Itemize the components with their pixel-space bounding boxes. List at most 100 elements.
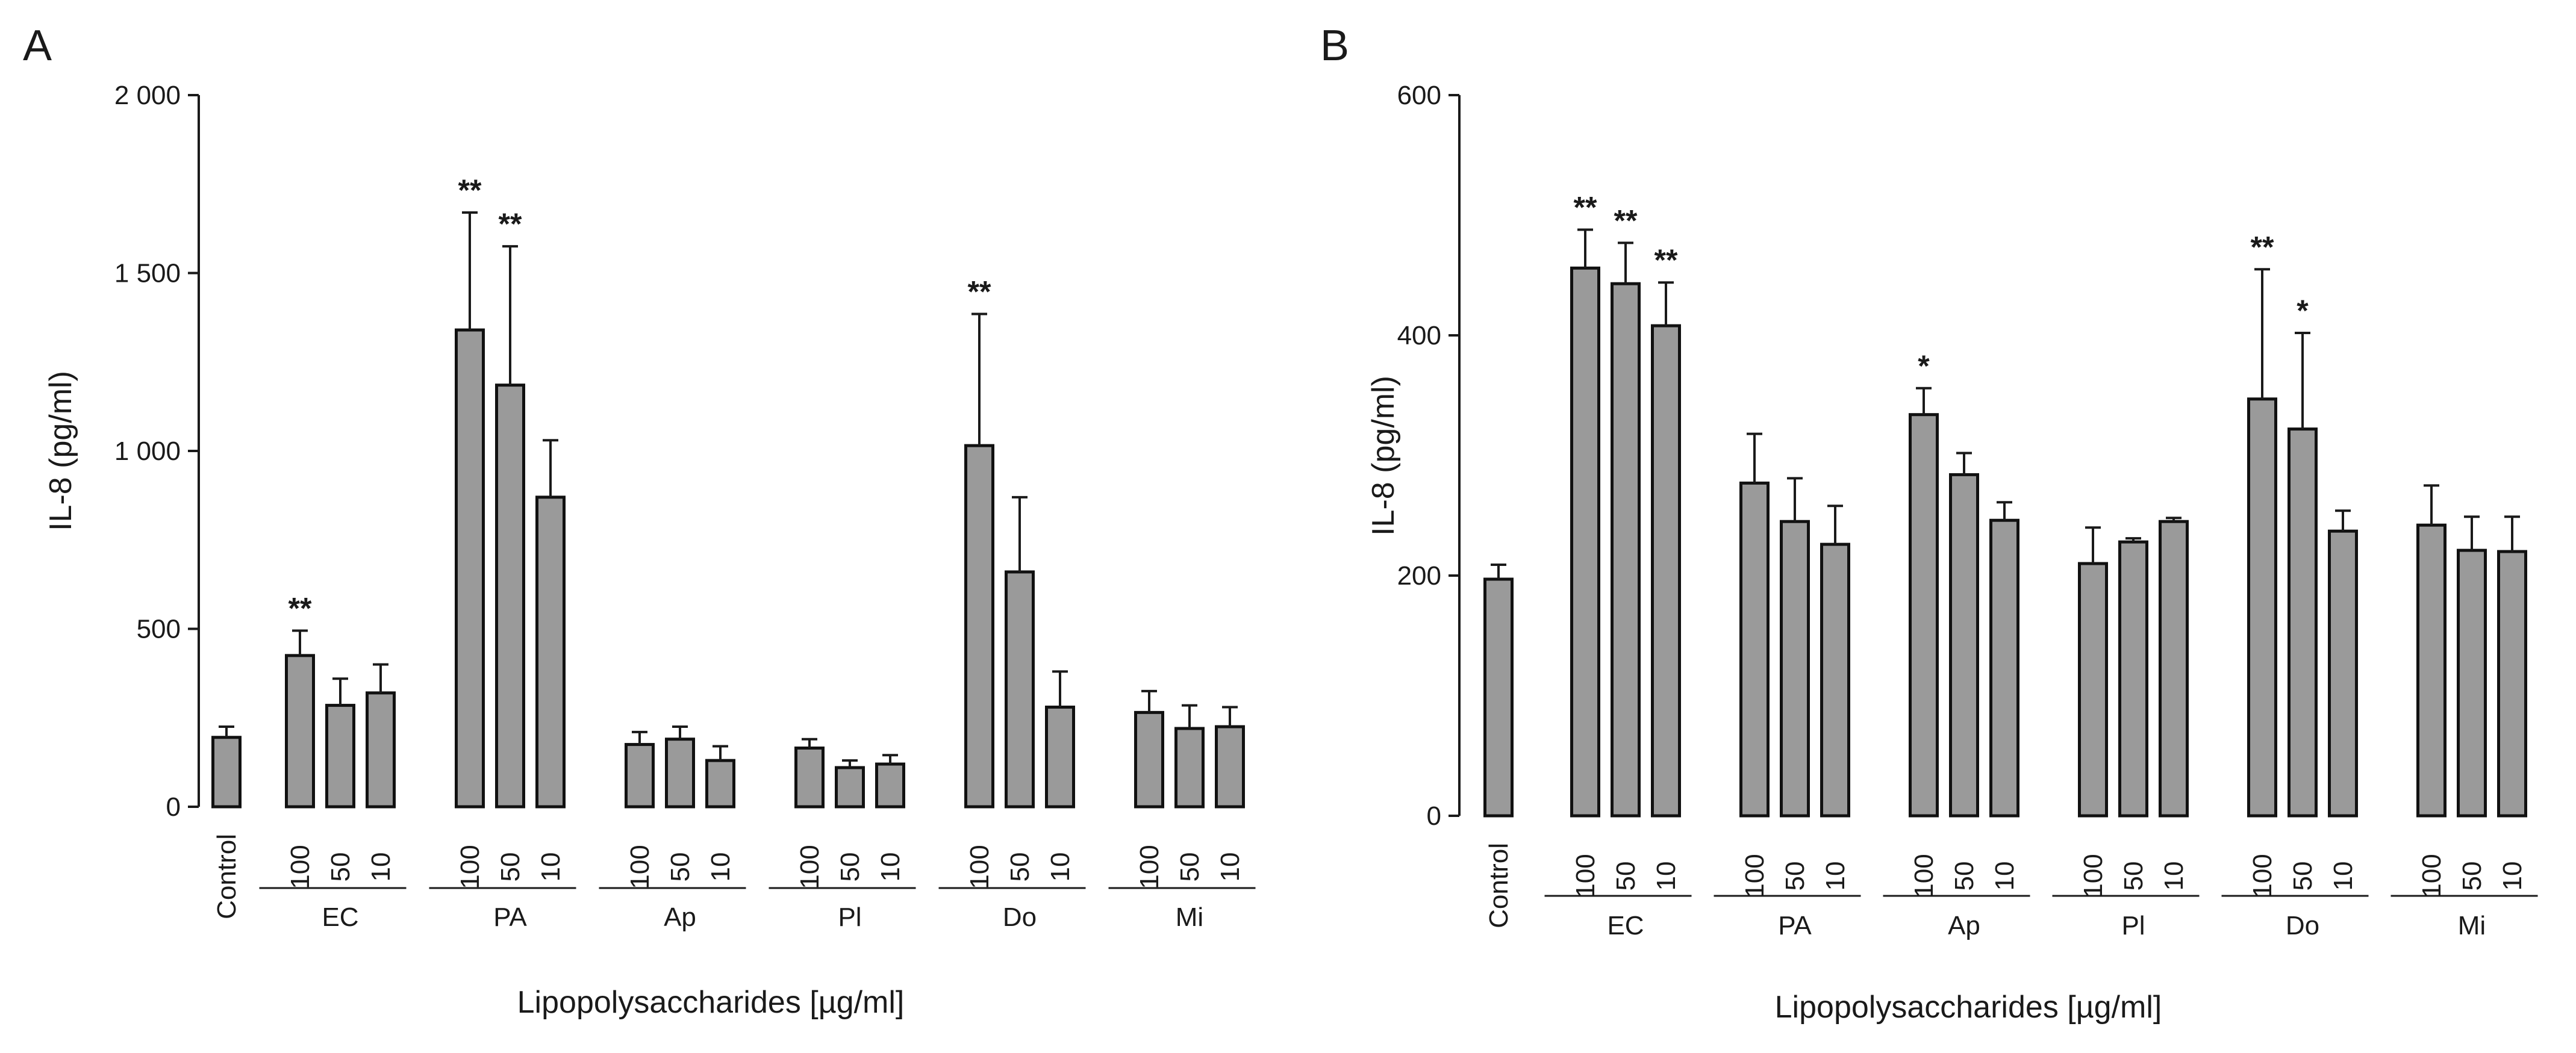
- group-ec-bar: [1651, 324, 1681, 818]
- dose-label: 100: [2079, 854, 2108, 898]
- dose-label: 10: [536, 853, 566, 882]
- significance-marker: **: [1654, 243, 1678, 277]
- group-label: EC: [1607, 911, 1644, 940]
- dose-label: 10: [2498, 862, 2527, 891]
- group-label: Do: [1003, 902, 1037, 932]
- group-pa-bar: [1820, 542, 1850, 818]
- dose-label: 10: [1821, 862, 1850, 891]
- control-label: Control: [1484, 843, 1514, 928]
- chart-a: 0 500 1 000 1 500 2 000 IL-8 (pg/ml) Lipopolys…: [43, 81, 1256, 1020]
- group-label: PA: [1778, 911, 1812, 940]
- y-tick-label: 0: [166, 792, 181, 822]
- group-ap-bar: [705, 759, 735, 809]
- dose-label: 50: [1780, 862, 1810, 891]
- panel-a-letter: A: [23, 22, 52, 70]
- dose-label: 50: [1005, 853, 1035, 882]
- group-pl-bar: [835, 766, 865, 809]
- dose-label: 50: [2288, 862, 2318, 891]
- y-axis-label: IL-8 (pg/ml): [1366, 376, 1401, 536]
- group-label: Ap: [664, 902, 696, 932]
- dose-label: 100: [2248, 854, 2277, 898]
- group-ec-bar: [1611, 282, 1641, 818]
- group-mi-bar: [1134, 710, 1164, 809]
- group-pl-bar: [2159, 520, 2189, 818]
- group-label: Do: [2286, 911, 2319, 940]
- dose-label: 100: [2417, 854, 2447, 898]
- y-tick-label: 400: [1397, 321, 1441, 350]
- y-tick-label: 200: [1397, 561, 1441, 591]
- group-ap-bar: [1909, 413, 1939, 818]
- dose-label: 10: [2159, 862, 2189, 891]
- group-pa-bar: [1780, 520, 1810, 818]
- dose-label: 10: [366, 853, 396, 882]
- group-label: PA: [493, 902, 527, 932]
- significance-marker: **: [288, 591, 312, 625]
- x-axis-label: Lipopolysaccharides [µg/ml]: [517, 985, 905, 1020]
- y-tick-label: 500: [137, 615, 181, 644]
- y-tick-label: 600: [1397, 81, 1441, 110]
- group-ap-bar: [665, 738, 695, 809]
- dose-label: 50: [1611, 862, 1641, 891]
- dose-label: 50: [1175, 853, 1205, 882]
- dose-label: 50: [2457, 862, 2487, 891]
- group-pl-bar: [2078, 562, 2108, 818]
- group-mi-bar: [2416, 523, 2447, 818]
- dose-label: 10: [1046, 853, 1075, 882]
- group-pl-bar: [875, 762, 905, 809]
- dose-label: 10: [876, 853, 905, 882]
- dose-label: 100: [1571, 854, 1600, 898]
- group-label: Mi: [1176, 902, 1203, 932]
- dose-label: 50: [835, 853, 865, 882]
- group-ec-bar: [366, 691, 396, 809]
- dose-label: 50: [496, 853, 525, 882]
- y-tick-label: 2 000: [114, 81, 181, 110]
- group-ap-bar: [1989, 518, 2019, 818]
- dose-label: 100: [1740, 854, 1770, 898]
- group-ec-bar: [1570, 266, 1600, 818]
- dose-label: 10: [2328, 862, 2358, 891]
- group-label: EC: [322, 902, 358, 932]
- group-ec-bar: [325, 704, 355, 809]
- chart-b: 0 200 400 600 IL-8 (pg/ml) Lipopolysaccharide…: [1366, 81, 2538, 1025]
- dose-label: 100: [625, 845, 655, 889]
- group-label: Ap: [1948, 911, 1980, 940]
- group-pa-bar: [535, 495, 566, 809]
- dose-label: 100: [455, 845, 485, 889]
- dose-label: 100: [795, 845, 825, 889]
- group-mi-bar: [2497, 550, 2527, 818]
- dose-label: 100: [1135, 845, 1164, 889]
- group-label: Mi: [2458, 911, 2486, 940]
- dose-label: 100: [965, 845, 994, 889]
- y-tick-label: 0: [1427, 801, 1441, 831]
- group-pa-bar: [455, 328, 485, 809]
- panel-b-letter: B: [1320, 22, 1349, 70]
- group-do-bar: [964, 444, 994, 809]
- dose-label: 50: [666, 853, 695, 882]
- significance-marker: **: [1574, 190, 1597, 224]
- control-label: Control: [212, 834, 242, 919]
- group-ap-bar: [625, 743, 655, 809]
- dose-label: 10: [1990, 862, 2019, 891]
- control-bar: [211, 736, 242, 809]
- group-do-bar: [2247, 397, 2277, 818]
- y-axis-label: IL-8 (pg/ml): [43, 371, 78, 531]
- x-axis-label: Lipopolysaccharides [µg/ml]: [1775, 990, 2162, 1025]
- group-pa-bar: [1739, 481, 1770, 818]
- group-pl-bar: [2118, 540, 2148, 818]
- dose-label: 50: [1950, 862, 1979, 891]
- group-pa-bar: [495, 384, 525, 809]
- dose-label: 50: [326, 853, 355, 882]
- significance-marker: **: [968, 275, 991, 308]
- significance-marker: **: [1614, 203, 1638, 237]
- dose-label: 100: [1909, 854, 1939, 898]
- group-ap-bar: [1949, 473, 1979, 818]
- y-tick-label: 1 000: [114, 436, 181, 466]
- group-do-bar: [2328, 529, 2358, 818]
- group-mi-bar: [2457, 548, 2487, 818]
- group-do-bar: [1045, 706, 1075, 809]
- group-mi-bar: [1174, 727, 1205, 809]
- group-do-bar: [2288, 427, 2318, 818]
- group-label: Pl: [838, 902, 861, 932]
- significance-marker: **: [458, 173, 482, 207]
- dose-label: 10: [1651, 862, 1681, 891]
